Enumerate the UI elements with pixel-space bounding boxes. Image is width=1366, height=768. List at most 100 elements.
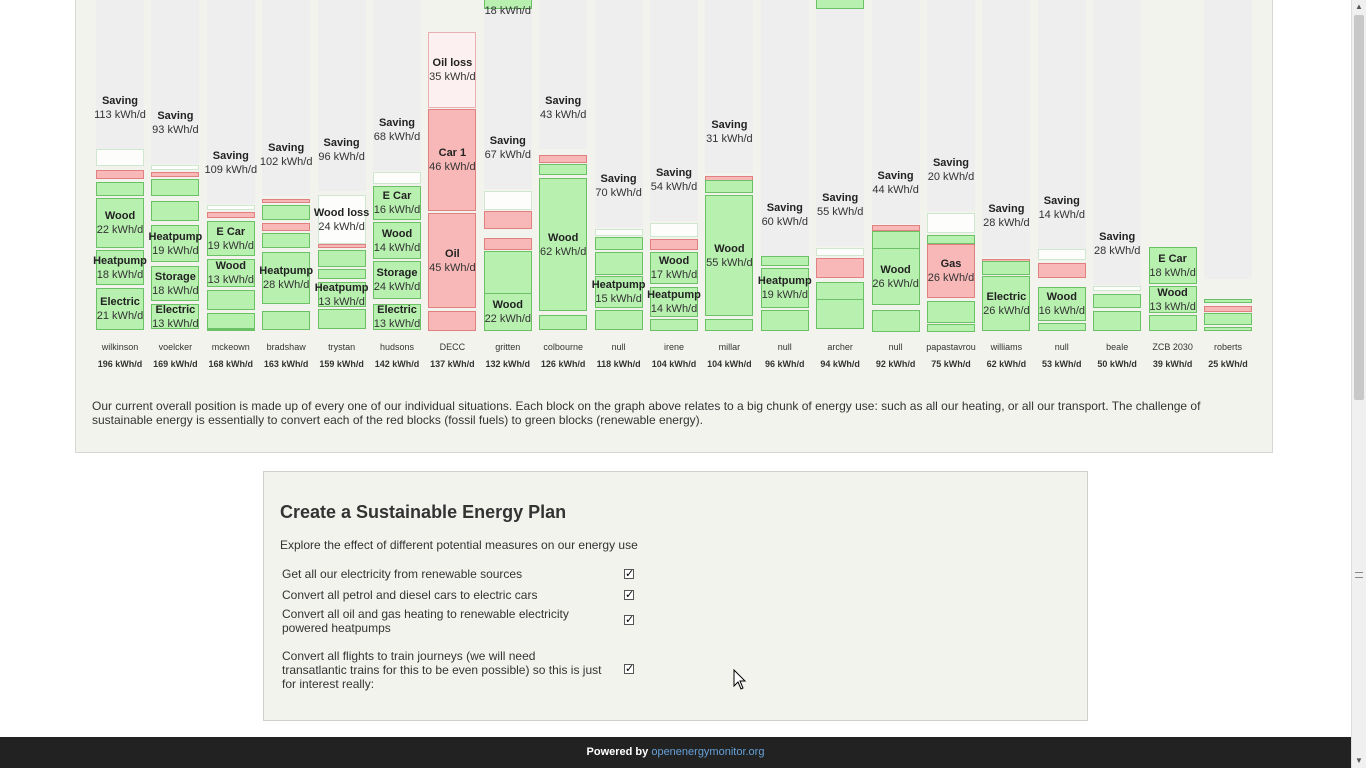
chart-column-name: millar	[718, 342, 741, 352]
energy-block-wood	[871, 248, 920, 305]
energy-block-label: Wood loss 24 kWh/d	[313, 206, 370, 233]
chart-column-name: hudsons	[379, 342, 415, 352]
energy-block-green	[816, 0, 865, 9]
energy-block-label: Heatpump 19 kWh/d	[148, 230, 203, 257]
energy-block-label: Saving 14 kWh/d	[1038, 195, 1086, 221]
energy-block-green	[816, 299, 865, 329]
energy-block-label: Saving 60 kWh/d	[761, 202, 809, 228]
energy-block-electric	[96, 288, 144, 330]
energy-block-wood	[96, 198, 144, 248]
energy-block-electric	[982, 276, 1031, 331]
energy-block-label: Oil 45 kWh/d	[429, 247, 476, 274]
chart-column-name: colbourne	[543, 342, 583, 352]
energy-block-green	[317, 269, 366, 279]
energy-block-label: Wood 62 kWh/d	[539, 231, 587, 258]
energy-block-label: Saving 96 kWh/d	[318, 137, 365, 163]
energy-block-red	[483, 238, 532, 250]
energy-block-green	[982, 261, 1031, 275]
scroll-up-icon[interactable]: ▲	[1355, 2, 1363, 11]
measure-label-heatpumps: Convert all oil and gas heating to renew…	[282, 607, 569, 635]
energy-block-label: Wood 14 kWh/d	[373, 227, 421, 254]
energy-block-heatpump	[594, 276, 643, 308]
chart-column-name: null	[611, 342, 626, 352]
energy-block-electric	[483, 0, 532, 9]
chart-column-total: 169 kWh/d	[153, 359, 198, 369]
chart-column-total: 62 kWh/d	[986, 359, 1027, 369]
energy-block-white	[927, 213, 975, 233]
energy-block-label: Storage 18 kWh/d	[152, 270, 199, 297]
chart-column-name: irene	[663, 342, 684, 352]
energy-block-green	[927, 235, 975, 244]
measure-checkbox-renewable-electricity[interactable]: ✓	[624, 568, 635, 580]
measure-label-electric-cars: Convert all petrol and diesel cars to el…	[282, 588, 538, 602]
energy-block-label: Storage 24 kWh/d	[373, 267, 421, 293]
energy-block-green	[650, 319, 698, 331]
chart-column-total: 163 kWh/d	[263, 359, 309, 369]
energy-block-saving	[594, 0, 643, 227]
energy-block-green	[1093, 294, 1142, 308]
energy-block-saving	[816, 0, 865, 246]
chart-column-name: bradshaw	[266, 342, 306, 352]
chart-column-name: null	[888, 342, 903, 352]
footer-link[interactable]: openenergymonitor.org	[651, 746, 765, 758]
energy-block-label: Car 1 46 kWh/d	[429, 147, 476, 173]
energy-block-green	[705, 180, 754, 193]
energy-block-label: Wood 16 kWh/d	[1038, 291, 1086, 317]
chart-description: Our current overall position is made up …	[92, 399, 1201, 427]
energy-block-red	[206, 212, 255, 218]
chart-column-total: 94 kWh/d	[820, 359, 860, 369]
energy-block-green	[317, 309, 366, 329]
energy-block-saving	[151, 0, 200, 164]
chart-column-total: 25 kWh/d	[1208, 359, 1248, 369]
scroll-down-icon[interactable]: ▼	[1355, 756, 1363, 765]
scrollbar-thumb[interactable]	[1354, 15, 1364, 400]
energy-block-label: Saving 28 kWh/d	[1093, 231, 1141, 257]
measure-checkbox-electric-cars[interactable]: ✓	[624, 589, 635, 601]
energy-block-label: Saving 68 kWh/d	[373, 117, 421, 143]
chart-column-total: 126 kWh/d	[540, 359, 586, 369]
energy-block-saving	[1037, 0, 1086, 249]
chart-column-name: null	[777, 342, 792, 352]
energy-block-green	[206, 329, 255, 331]
mouse-cursor-icon	[733, 669, 747, 690]
energy-block-label: Wood 26 kWh/d	[872, 263, 919, 290]
energy-block-saving	[760, 0, 809, 256]
measure-label-flights-to-trains: Convert all flights to train journeys (w…	[282, 649, 602, 691]
energy-block-white	[151, 165, 200, 170]
energy-block-green	[1037, 323, 1086, 331]
footer: Powered by openenergymonitor.org	[0, 737, 1351, 768]
energy-block-green	[760, 310, 809, 331]
energy-block-saving	[262, 0, 311, 196]
chart-column-total: 96 kWh/d	[765, 359, 805, 369]
chart-column-total: 196 kWh/d	[97, 359, 143, 369]
energy-block-red	[871, 225, 920, 231]
energy-block-label: Heatpump 18 kWh/d	[93, 254, 147, 281]
energy-block-label: E Car 18 kWh/d	[1149, 252, 1196, 279]
energy-block-label: Oil loss 35 kWh/d	[429, 57, 476, 83]
energy-block-green	[594, 252, 643, 275]
energy-block-green	[1204, 313, 1252, 325]
energy-block-green	[1148, 315, 1197, 331]
energy-block-red	[151, 172, 200, 177]
energy-block-heatpump	[262, 252, 311, 304]
energy-block-saving	[871, 0, 920, 224]
energy-block-storage	[151, 266, 200, 301]
measure-checkbox-heatpumps[interactable]: ✓	[624, 614, 635, 626]
energy-block-saving	[206, 0, 255, 204]
energy-block-storage	[373, 261, 421, 299]
energy-block-white	[373, 172, 421, 184]
energy-block-e-car	[373, 186, 421, 220]
energy-block-wood	[483, 293, 532, 331]
energy-stack-chart: Saving 113 kWh/d Wood 22 kWh/d Heatpump 18 kW…	[76, 0, 1351, 379]
scrollbar-grip-icon	[1355, 572, 1363, 578]
chart-column-name: williams	[990, 342, 1023, 352]
chart-column-total: 39 kWh/d	[1152, 359, 1193, 369]
vertical-scrollbar[interactable]: ▲ ▼	[1351, 0, 1366, 768]
energy-block-heatpump	[760, 268, 809, 308]
chart-column-total: 50 kWh/d	[1097, 359, 1137, 369]
energy-block-label: Saving 93 kWh/d	[152, 110, 199, 136]
chart-column-name: papastavrou	[926, 342, 976, 352]
measure-checkbox-flights-to-trains[interactable]: ✓	[624, 663, 635, 675]
chart-column-name: ZCB 2030	[1152, 342, 1193, 352]
energy-block-label: Gas 26 kWh/d	[927, 258, 975, 284]
